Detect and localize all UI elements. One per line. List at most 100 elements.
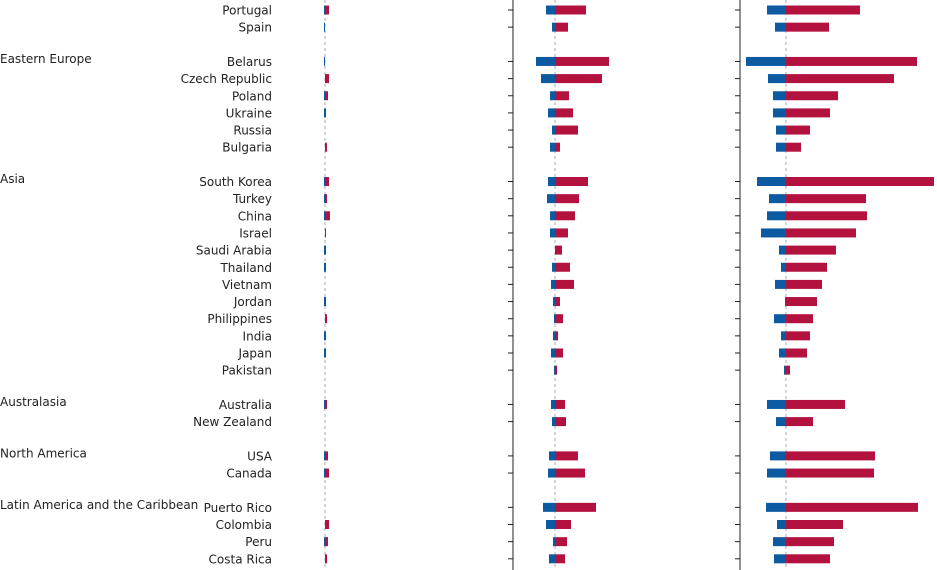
bar xyxy=(548,108,555,118)
bar xyxy=(768,74,786,84)
bar xyxy=(786,125,810,135)
group-label: Eastern Europe xyxy=(0,52,92,66)
bar xyxy=(555,348,563,358)
bar xyxy=(786,554,830,564)
bar xyxy=(781,331,786,341)
bar xyxy=(555,142,560,152)
bar xyxy=(786,5,860,15)
bar xyxy=(786,142,801,152)
bar xyxy=(553,331,555,341)
bar xyxy=(786,502,918,512)
bar xyxy=(773,537,786,547)
bar xyxy=(774,554,786,564)
bar xyxy=(555,211,575,221)
bar xyxy=(549,451,555,461)
category-label: Russia xyxy=(233,124,272,138)
bar xyxy=(555,365,557,375)
bar xyxy=(553,297,555,307)
bar xyxy=(552,417,555,427)
category-label: Puerto Rico xyxy=(204,501,272,515)
bar xyxy=(325,108,326,118)
bar xyxy=(786,74,894,84)
bar xyxy=(746,56,786,66)
bar xyxy=(777,520,786,529)
bar xyxy=(325,520,329,529)
bar xyxy=(552,125,555,135)
bar xyxy=(781,262,786,272)
bar xyxy=(555,537,567,547)
bar xyxy=(325,5,329,15)
bar xyxy=(555,297,560,307)
bar xyxy=(550,91,555,101)
category-label: Israel xyxy=(239,226,272,240)
bar xyxy=(786,56,917,66)
bar xyxy=(779,348,786,358)
bar xyxy=(325,91,328,101)
category-label: China xyxy=(238,209,272,223)
bar xyxy=(554,314,555,324)
bar xyxy=(325,554,327,564)
bar xyxy=(324,399,325,409)
bar xyxy=(325,177,329,186)
bar xyxy=(548,177,555,186)
bar xyxy=(786,245,836,255)
bar xyxy=(775,279,786,289)
bar xyxy=(324,5,325,15)
bar xyxy=(769,194,786,204)
bar xyxy=(775,22,786,32)
category-label: Vietnam xyxy=(222,278,272,292)
bar xyxy=(325,211,330,221)
category-label: Ukraine xyxy=(226,106,272,120)
bar xyxy=(555,194,579,204)
group-label: Australasia xyxy=(0,395,67,409)
bar xyxy=(324,22,325,32)
bar xyxy=(786,297,817,307)
category-label: Belarus xyxy=(227,55,272,69)
bar xyxy=(325,468,329,478)
bar xyxy=(776,417,786,427)
bar xyxy=(552,22,555,32)
bar xyxy=(550,142,555,152)
category-label: Pakistan xyxy=(222,364,272,378)
category-label: Jordan xyxy=(233,295,272,309)
category-label: Saudi Arabia xyxy=(196,244,272,258)
bar xyxy=(786,348,807,358)
bar xyxy=(325,537,328,547)
bar xyxy=(324,537,325,547)
bar xyxy=(555,520,571,529)
bar xyxy=(325,348,326,358)
bar xyxy=(552,262,555,272)
bar xyxy=(325,245,326,255)
category-label: Costa Rica xyxy=(209,552,272,566)
category-label: Spain xyxy=(238,21,272,35)
bar xyxy=(767,399,786,409)
bar xyxy=(786,331,810,341)
bar xyxy=(786,417,813,427)
category-label: New Zealand xyxy=(193,415,272,429)
bar xyxy=(770,451,786,461)
bar xyxy=(767,5,786,15)
bar xyxy=(774,314,786,324)
bar xyxy=(324,177,325,186)
bar xyxy=(325,262,326,272)
bar xyxy=(766,502,786,512)
bar xyxy=(553,537,555,547)
bar xyxy=(550,211,555,221)
bar xyxy=(555,451,578,461)
category-label: Turkey xyxy=(232,192,272,206)
bar xyxy=(324,108,325,118)
bar xyxy=(547,194,555,204)
bar xyxy=(536,56,555,66)
bar xyxy=(786,262,827,272)
bar xyxy=(786,520,843,529)
bar xyxy=(555,108,573,118)
bar xyxy=(555,245,562,255)
bar xyxy=(325,399,327,409)
bar xyxy=(546,5,555,15)
bar xyxy=(325,228,326,238)
bar xyxy=(324,451,325,461)
bar xyxy=(555,125,578,135)
bar xyxy=(786,451,875,461)
bar xyxy=(767,211,786,221)
